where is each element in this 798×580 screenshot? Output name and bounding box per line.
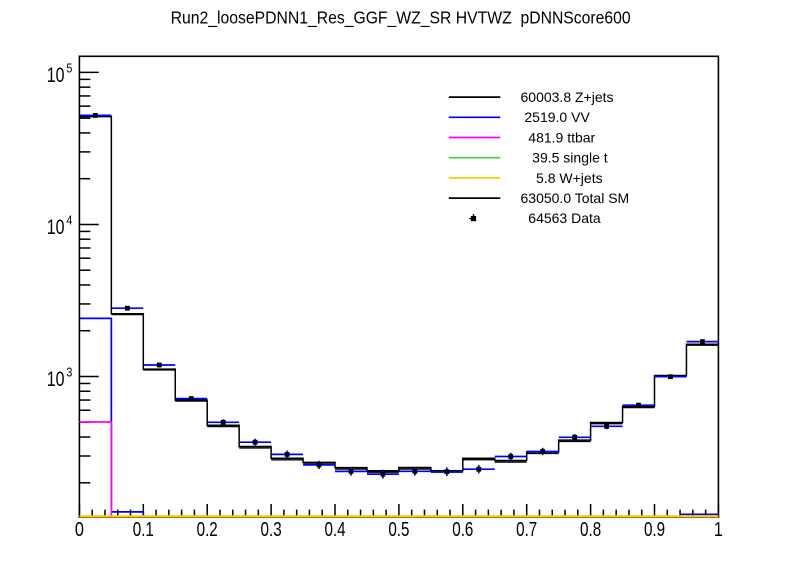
svg-text:0.7: 0.7 bbox=[516, 519, 537, 541]
svg-text:10: 10 bbox=[47, 367, 65, 391]
svg-text:0.1: 0.1 bbox=[133, 519, 154, 541]
svg-text:Run2_loosePDNN1_Res_GGF_WZ_SR: Run2_loosePDNN1_Res_GGF_WZ_SR HVTWZ pDNN… bbox=[171, 7, 631, 27]
svg-text:481.9 ttbar: 481.9 ttbar bbox=[521, 129, 596, 145]
svg-text:0.8: 0.8 bbox=[580, 519, 601, 541]
svg-text:1: 1 bbox=[714, 519, 723, 541]
svg-text:10: 10 bbox=[47, 63, 65, 87]
svg-text:0.5: 0.5 bbox=[388, 519, 409, 541]
svg-text:0.6: 0.6 bbox=[452, 519, 473, 541]
svg-text:0.2: 0.2 bbox=[197, 519, 218, 541]
svg-text:63050.0 Total SM: 63050.0 Total SM bbox=[521, 190, 630, 206]
svg-text:64563 Data: 64563 Data bbox=[521, 210, 601, 226]
svg-text:10: 10 bbox=[47, 215, 65, 239]
svg-text:0: 0 bbox=[75, 519, 84, 541]
svg-text:39.5 single t: 39.5 single t bbox=[521, 150, 608, 166]
svg-text:0.9: 0.9 bbox=[644, 519, 665, 541]
svg-text:5.8 W+jets: 5.8 W+jets bbox=[521, 170, 603, 186]
svg-text:0.3: 0.3 bbox=[261, 519, 282, 541]
svg-text:4: 4 bbox=[66, 212, 72, 227]
svg-text:2519.0 VV: 2519.0 VV bbox=[521, 109, 591, 125]
svg-text:60003.8 Z+jets: 60003.8 Z+jets bbox=[521, 89, 614, 105]
svg-text:0.4: 0.4 bbox=[324, 519, 345, 541]
svg-text:3: 3 bbox=[66, 364, 72, 379]
svg-text:5: 5 bbox=[66, 60, 72, 75]
